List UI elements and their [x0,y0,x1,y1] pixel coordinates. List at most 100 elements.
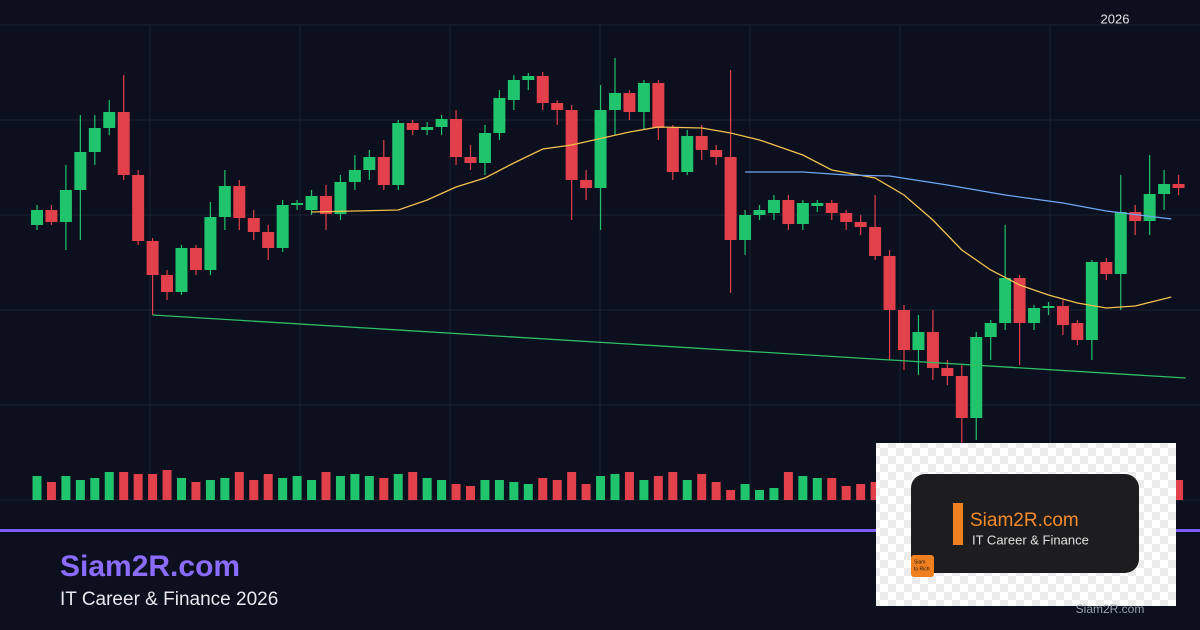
candle-body [522,76,535,80]
candle-body [739,215,752,240]
volume-bar [32,476,42,500]
candle-body [623,93,636,112]
candle-body [464,157,477,163]
candle-body [999,278,1012,323]
candle-body [551,103,564,110]
volume-bar [856,484,866,500]
volume-bar [263,474,273,500]
candle-body [695,136,708,150]
candle-body [132,175,145,241]
volume-bar [552,480,562,500]
volume-bar [624,472,634,500]
candle-body [45,210,58,222]
volume-bar [90,478,100,500]
candle-body [233,186,246,218]
candle-body [450,119,463,157]
candle-body [262,232,275,248]
badge-logo-bottom: to Rich [914,566,930,572]
candle-body [580,180,593,188]
candle-body [652,83,665,128]
volume-bar [581,484,591,500]
volume-bar [466,486,475,500]
candle-body [854,222,867,227]
candle-body [59,190,72,222]
volume-bar [234,472,244,500]
volume-bar [668,472,678,500]
volume-bar [494,480,504,500]
divider [0,529,1200,532]
candle-body [883,256,896,310]
candle-body [912,332,925,350]
candle-body [594,110,607,188]
volume-bar [480,480,490,500]
candle-body [1172,184,1185,188]
candle-body [175,248,188,292]
candle-body [31,210,43,225]
badge-logo [911,555,934,577]
volume-bar [321,472,331,500]
volume-bar [437,480,447,500]
volume-bar [639,480,649,500]
volume-bar [653,476,663,500]
volume-bar [379,478,389,500]
volume-bar [408,472,418,500]
candle-body [796,203,809,224]
candle-body [955,376,968,418]
candle-body [1100,262,1113,274]
volume-bar [726,490,736,500]
candle-body [536,76,549,103]
badge: Siam2R.com IT Career & Finance Siam to R… [876,443,1176,606]
candle-body [1042,306,1055,308]
candle-body [840,213,853,222]
candle-body [984,323,997,337]
candle-body [666,128,679,172]
candle-body [363,157,376,170]
year-label: 2026 [1101,11,1130,26]
candle-body [1056,306,1069,325]
volume-bar [812,478,822,500]
badge-brand: Siam2R.com [970,510,1079,531]
volume-bar [119,472,129,500]
candle-body [161,275,174,292]
candle-body [1071,323,1084,340]
candle-body [334,182,347,214]
badge-card [911,474,1139,573]
volume-bar [451,484,461,500]
candle-body [392,123,405,185]
volume-bar [335,476,345,500]
candle-body [710,150,723,157]
volume-bar [162,470,172,500]
volume-bar [249,480,259,500]
candle-body [103,112,116,128]
volume-bar [61,476,71,500]
candle-body [767,200,780,213]
candle-body [825,203,838,213]
candle-body [305,196,318,210]
badge-tagline: IT Career & Finance [972,532,1089,547]
candle-body [1129,212,1142,221]
volume-bar [509,482,519,500]
volume-bar [596,476,606,500]
volume-bar [148,474,158,500]
overlay-line [152,314,1186,379]
badge-logo-top: Siam [914,559,925,565]
candle-body [753,210,766,215]
candle-body [724,157,737,240]
volume-bar [364,476,374,500]
candle-body [1114,212,1127,274]
candle-body [681,136,694,172]
candle-body [146,241,159,275]
candle-body [869,227,882,256]
candle-body [811,203,824,206]
watermark: Siam2R.com [1076,602,1145,616]
candle-body [218,186,231,217]
volume-bar [393,474,403,500]
candle-body [88,128,101,152]
badge-accent [953,503,963,545]
volume-bar [740,484,750,500]
volume-bar [278,478,288,500]
volume-bar [177,478,186,500]
volume-bar [350,474,360,500]
volume-bar [798,476,808,500]
candle-body [320,196,332,214]
